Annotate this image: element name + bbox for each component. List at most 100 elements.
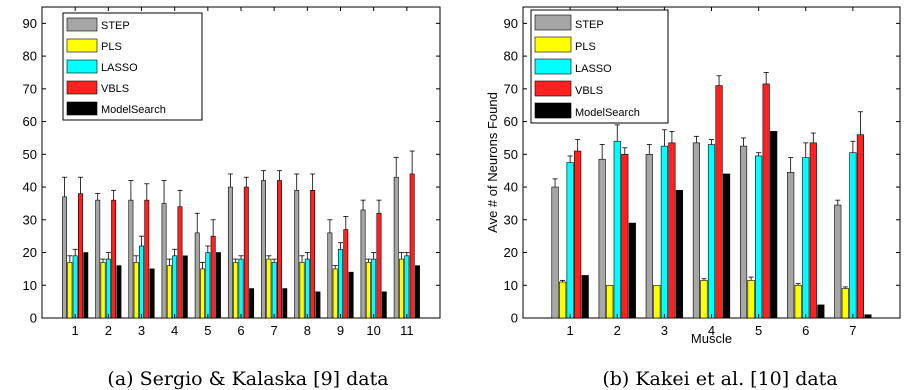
legend-swatch-modelsearch [534, 102, 572, 119]
bar-pls [653, 284, 661, 319]
legend: STEP PLS LASSO VBLS ModelSearch [530, 9, 669, 124]
y-tick-label: 80 [504, 49, 518, 64]
bar-step [261, 180, 267, 319]
x-tick-label: 5 [204, 323, 211, 338]
bar-modelsearch [116, 265, 122, 319]
bar-modelsearch [249, 288, 255, 319]
x-axis-label: Muscle [691, 331, 732, 346]
bar-step [128, 199, 134, 319]
bar-modelsearch [770, 131, 778, 319]
bar-vbls [715, 85, 723, 319]
legend-label-step: STEP [101, 20, 130, 32]
panel-caption: (a) Sergio & Kalaska [9] data [107, 368, 388, 390]
legend-swatch-vbls [534, 80, 572, 97]
bar-pls [299, 262, 305, 319]
legend-label-vbls: VBLS [101, 83, 129, 95]
legend: STEP PLS LASSO VBLS ModelSearch [62, 12, 203, 121]
y-tick-label: 40 [23, 180, 37, 195]
bar-vbls [111, 199, 117, 319]
bar-vbls [243, 186, 249, 319]
y-tick-label: 30 [23, 212, 37, 227]
bar-modelsearch [83, 252, 89, 319]
bar-pls [559, 281, 567, 319]
bar-pls [399, 258, 404, 319]
bar-pls [747, 280, 755, 319]
bar-step [598, 158, 606, 319]
bar-modelsearch [723, 173, 731, 319]
y-tick-label: 10 [23, 278, 37, 293]
bar-vbls [376, 212, 382, 319]
bar-step [787, 172, 795, 319]
bar-lasso [172, 255, 178, 319]
bar-vbls [621, 154, 629, 319]
y-tick-label: 40 [504, 180, 518, 195]
legend-swatch-modelsearch [66, 101, 98, 116]
bar-modelsearch [628, 222, 636, 319]
bar-modelsearch [675, 190, 684, 319]
bar-pls [200, 268, 205, 319]
legend-label-lasso: LASSO [575, 63, 612, 75]
bar-modelsearch [149, 268, 155, 319]
bar-pls [266, 258, 272, 319]
y-tick-label: 80 [23, 49, 37, 64]
bar-step [645, 154, 653, 319]
bar-modelsearch [817, 304, 825, 319]
bar-vbls [809, 142, 817, 319]
x-tick-label: 10 [366, 323, 380, 338]
x-tick-label: 3 [661, 323, 668, 338]
bar-modelsearch [215, 252, 221, 319]
legend-swatch-step [534, 14, 572, 31]
bar-vbls [310, 190, 316, 319]
bar-modelsearch [315, 291, 321, 319]
x-tick-label: 5 [755, 323, 762, 338]
bar-lasso [205, 252, 211, 319]
bar-modelsearch [581, 275, 589, 319]
y-tick-label: 90 [23, 16, 37, 31]
bar-vbls [574, 150, 582, 319]
legend-label-modelsearch: ModelSearch [101, 104, 166, 116]
x-tick-label: 6 [802, 323, 809, 338]
chart-panel-2: 0 10 20 30 40 50 60 70 80 90 1 2 3 4 5 6 7 STEP PLS LASSO VB… [485, 6, 901, 390]
bar-vbls [144, 199, 150, 319]
legend-swatch-pls [534, 36, 572, 53]
bar-lasso [238, 258, 244, 319]
bar-pls [365, 262, 371, 319]
x-tick-label: 6 [237, 323, 244, 338]
bar-step [194, 232, 200, 319]
x-tick-label: 4 [708, 323, 715, 338]
bar-vbls [762, 83, 770, 319]
y-tick-label: 50 [504, 147, 518, 162]
y-tick-label: 70 [504, 81, 518, 96]
y-axis-label: Ave # of Neurons Found [485, 92, 500, 233]
legend-swatch-pls [66, 38, 98, 53]
legend-label-step: STEP [575, 19, 604, 31]
x-tick-label: 7 [271, 323, 278, 338]
legend-label-pls: PLS [101, 41, 122, 53]
bar-lasso [271, 262, 277, 319]
bar-modelsearch [348, 271, 354, 319]
legend-label-modelsearch: ModelSearch [575, 107, 640, 119]
y-tick-label: 50 [23, 147, 37, 162]
bar-pls [100, 262, 106, 319]
bar-vbls [668, 142, 676, 319]
bar-vbls [277, 180, 282, 319]
y-tick-label: 30 [504, 212, 518, 227]
bar-modelsearch [182, 255, 188, 319]
bar-lasso [802, 157, 810, 319]
bar-lasso [755, 155, 763, 319]
y-tick-label: 60 [504, 114, 518, 129]
y-tick-label: 0 [30, 311, 37, 326]
bar-pls [794, 284, 802, 319]
bar-vbls [177, 206, 183, 319]
bar-lasso [304, 258, 310, 319]
bar-modelsearch [282, 288, 288, 319]
bar-lasso [707, 144, 716, 319]
legend-label-pls: PLS [575, 41, 596, 53]
bar-step [393, 176, 399, 319]
legend-label-lasso: LASSO [101, 62, 138, 74]
bar-vbls [856, 134, 864, 319]
bar-pls [332, 268, 338, 319]
x-tick-label: 2 [614, 323, 621, 338]
bar-pls [233, 262, 239, 319]
